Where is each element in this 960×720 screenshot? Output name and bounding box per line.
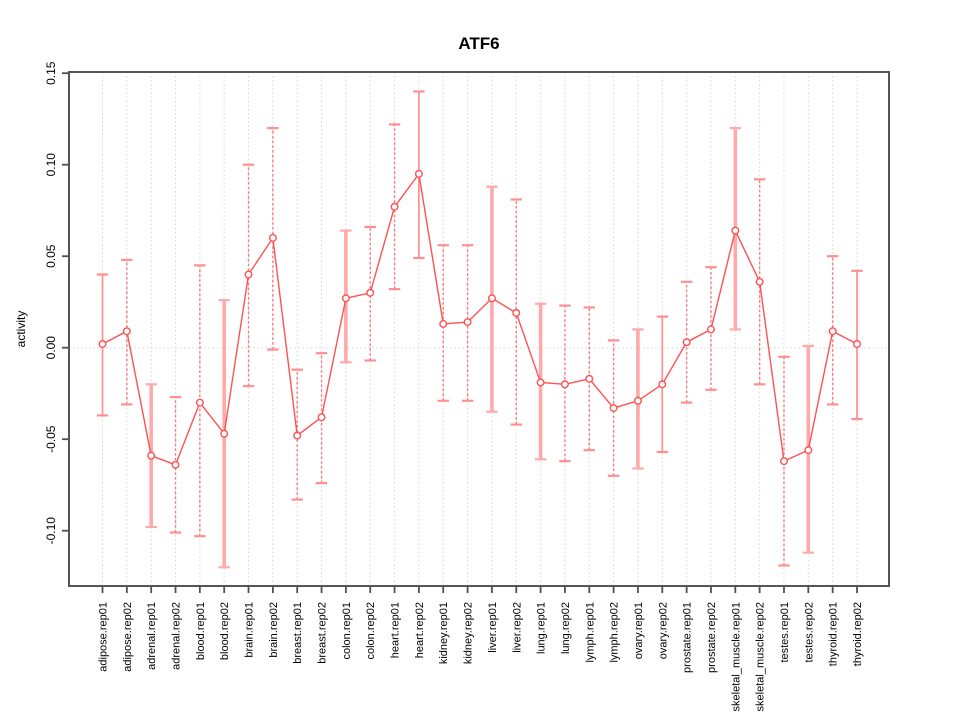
data-point	[633, 396, 642, 405]
x-tick-label: testes.rep02	[803, 602, 815, 663]
x-tick-label: colon.rep02	[365, 602, 377, 660]
data-point	[341, 294, 350, 303]
data-point	[122, 327, 131, 336]
plot-border	[68, 71, 890, 587]
x-tick-label: lung.rep02	[560, 602, 572, 654]
x-tick-label: skeletal_muscle.rep02	[755, 602, 767, 711]
data-point	[779, 457, 788, 466]
y-tick-label: 0.10	[44, 153, 58, 177]
data-point	[268, 233, 277, 242]
data-point	[487, 294, 496, 303]
x-tick-label: liver.rep02	[511, 602, 523, 653]
data-point	[366, 288, 375, 297]
x-tick-label: prostate.rep02	[706, 602, 718, 673]
x-tick-label: adrenal.rep01	[146, 602, 158, 670]
y-axis-title: activity	[14, 311, 28, 348]
data-point	[463, 318, 472, 327]
y-tick-label: -0.10	[44, 517, 58, 545]
data-point	[560, 380, 569, 389]
x-tick-label: thyroid.rep02	[852, 602, 864, 666]
x-tick-label: lymph.rep02	[609, 602, 621, 663]
x-tick-label: lymph.rep01	[584, 602, 596, 663]
x-tick-label: brain.rep02	[268, 602, 280, 658]
x-tick-label: adipose.rep01	[98, 602, 110, 672]
x-tick-label: breast.rep02	[317, 602, 329, 664]
data-point	[293, 431, 302, 440]
data-point	[853, 340, 862, 349]
data-point	[317, 413, 326, 422]
data-point	[220, 429, 229, 438]
x-tick-label: kidney.rep01	[438, 602, 450, 664]
x-tick-label: brain.rep01	[244, 602, 256, 658]
data-point	[682, 338, 691, 347]
data-point	[658, 380, 667, 389]
x-tick-label: liver.rep01	[487, 602, 499, 653]
x-tick-label: prostate.rep01	[682, 602, 694, 673]
y-tick-label: -0.05	[44, 425, 58, 453]
data-point	[536, 378, 545, 387]
data-point	[439, 319, 448, 328]
x-tick-label: blood.rep01	[195, 602, 207, 660]
y-tick-label: 0.00	[44, 336, 58, 360]
data-point	[98, 340, 107, 349]
y-tick-label: 0.15	[44, 61, 58, 85]
data-point	[147, 451, 156, 460]
data-point	[609, 404, 618, 413]
x-tick-label: testes.rep01	[779, 602, 791, 663]
y-tick-label: 0.05	[44, 244, 58, 268]
data-point	[171, 460, 180, 469]
x-tick-label: breast.rep01	[292, 602, 304, 664]
x-tick-label: colon.rep01	[341, 602, 353, 660]
x-tick-label: adipose.rep02	[122, 602, 134, 672]
x-tick-label: thyroid.rep01	[828, 602, 840, 666]
data-point	[731, 226, 740, 235]
x-tick-label: skeletal_muscle.rep01	[730, 602, 742, 711]
data-point	[804, 446, 813, 455]
x-tick-label: adrenal.rep02	[171, 602, 183, 670]
data-point	[706, 325, 715, 334]
x-tick-label: ovary.rep02	[657, 602, 669, 659]
data-point	[244, 270, 253, 279]
data-point	[585, 374, 594, 383]
chart-layers: 0.15 0.10 0.05 0.00 -0.05 -0.10 adipose.rep01 a…	[44, 61, 890, 711]
x-tick-label: kidney.rep02	[463, 602, 475, 664]
series-line	[102, 172, 858, 466]
x-tick-label: heart.rep02	[414, 602, 426, 658]
data-point	[195, 398, 204, 407]
data-point	[755, 277, 764, 286]
x-tick-label: ovary.rep01	[633, 602, 645, 659]
x-tick-label: heart.rep01	[390, 602, 402, 658]
x-tick-label: lung.rep01	[536, 602, 548, 654]
data-point	[414, 169, 423, 178]
data-point	[828, 327, 837, 336]
x-tick-label: blood.rep02	[219, 602, 231, 660]
chart-title: ATF6	[458, 34, 499, 53]
data-point	[512, 308, 521, 317]
data-point	[390, 202, 399, 211]
